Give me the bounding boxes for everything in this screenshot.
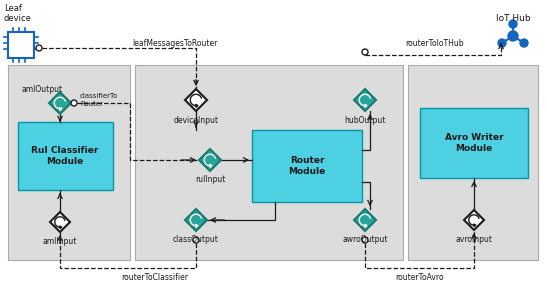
Bar	[8, 32, 34, 58]
Polygon shape	[185, 209, 207, 231]
Text: avroInput: avroInput	[456, 235, 492, 244]
Text: leafMessagesToRouter: leafMessagesToRouter	[132, 38, 218, 47]
Polygon shape	[49, 92, 71, 114]
Text: deviceInput: deviceInput	[173, 116, 218, 125]
Text: Avro Writer
Module: Avro Writer Module	[445, 133, 503, 153]
Circle shape	[509, 20, 517, 28]
Circle shape	[508, 31, 518, 41]
Text: routerToIoTHub: routerToIoTHub	[406, 38, 464, 47]
Polygon shape	[185, 89, 207, 111]
Polygon shape	[354, 89, 376, 111]
Circle shape	[362, 237, 368, 243]
Circle shape	[498, 39, 506, 47]
Circle shape	[193, 237, 199, 243]
Bar	[18, 122, 113, 190]
Polygon shape	[199, 149, 221, 171]
Polygon shape	[210, 164, 212, 168]
Text: awroOutput: awroOutput	[342, 235, 388, 244]
Polygon shape	[354, 209, 376, 231]
Text: classifierTo
Router: classifierTo Router	[80, 94, 118, 107]
Text: routerToClassifier: routerToClassifier	[121, 274, 189, 282]
Polygon shape	[60, 108, 62, 111]
Bar	[135, 65, 403, 260]
Polygon shape	[364, 224, 367, 227]
Circle shape	[36, 45, 42, 51]
Text: routerToAvro: routerToAvro	[395, 274, 444, 282]
Text: hubOutput: hubOutput	[344, 116, 386, 125]
Bar	[252, 130, 362, 202]
Polygon shape	[60, 226, 62, 229]
Polygon shape	[195, 224, 198, 227]
Text: IoT Hub: IoT Hub	[496, 14, 530, 23]
Polygon shape	[50, 212, 70, 232]
Polygon shape	[474, 224, 475, 227]
Text: classOutput: classOutput	[173, 235, 219, 244]
Polygon shape	[464, 210, 484, 230]
Text: amlOutput: amlOutput	[22, 85, 63, 95]
Polygon shape	[364, 104, 367, 108]
Circle shape	[520, 39, 528, 47]
Bar	[8, 65, 130, 260]
Text: RuI Classifier
Module: RuI Classifier Module	[31, 146, 98, 166]
Text: Leaf
device: Leaf device	[4, 4, 32, 23]
Text: Router
Module: Router Module	[288, 156, 325, 176]
Circle shape	[71, 100, 77, 106]
Text: amlInput: amlInput	[43, 237, 77, 246]
Circle shape	[362, 49, 368, 55]
Bar	[408, 65, 538, 260]
Bar	[420, 108, 528, 178]
Polygon shape	[195, 104, 198, 108]
Text: rulInput: rulInput	[195, 175, 225, 184]
